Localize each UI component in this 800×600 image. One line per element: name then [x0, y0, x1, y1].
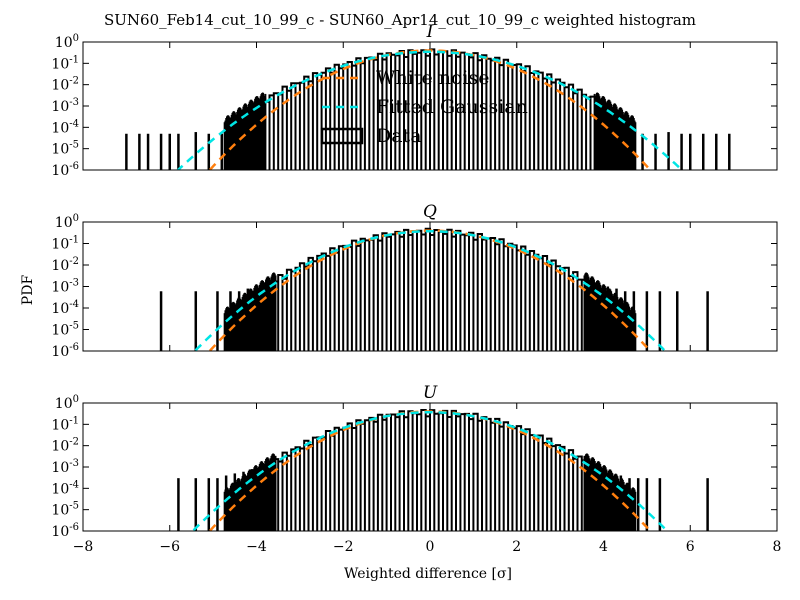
- panel-title: U: [423, 383, 438, 403]
- y-tick-label: 10-2: [51, 256, 79, 274]
- panel-title: I: [426, 22, 434, 42]
- y-tick-label: 10-1: [51, 235, 79, 253]
- panel-title: Q: [423, 202, 437, 222]
- data-spikes: [125, 132, 731, 170]
- data-spikes: [177, 467, 709, 531]
- y-tick-label: 10-6: [51, 342, 79, 360]
- y-tick-label: 100: [55, 394, 79, 412]
- y-tick-label: 10-2: [51, 76, 79, 94]
- y-tick-label: 10-6: [51, 161, 79, 179]
- panels-group: I 10-6 10-5 10-4 10-3 10-2 10-1 100 White noise F…: [51, 22, 781, 555]
- legend-label: Data: [376, 125, 422, 147]
- figure-title: SUN60_Feb14_cut_10_99_c - SUN60_Apr14_cu…: [104, 11, 696, 29]
- legend-swatch: [320, 127, 364, 145]
- fitted-gaussian-curve: [191, 410, 669, 531]
- white-noise-curve: [208, 49, 652, 170]
- legend-label: White noise: [376, 67, 490, 89]
- y-tick-label: 10-5: [51, 501, 79, 519]
- y-tick-label: 10-3: [51, 97, 79, 115]
- legend: White noise Fitted Gaussian Data: [320, 67, 528, 147]
- y-tick-label: 10-1: [51, 415, 79, 433]
- y-tick-label: 10-1: [51, 54, 79, 72]
- x-tick-label: 8: [773, 539, 782, 555]
- legend-label: Fitted Gaussian: [376, 96, 528, 118]
- y-tick-label: 10-4: [51, 118, 79, 136]
- x-tick-label: 6: [686, 539, 695, 555]
- plot-area: [177, 409, 709, 531]
- x-axis-label: Weighted difference [σ]: [344, 566, 512, 582]
- x-tick-label: −6: [159, 539, 180, 555]
- y-tick-label: 10-6: [51, 522, 79, 540]
- panel-i: I 10-6 10-5 10-4 10-3 10-2 10-1 100 White noise F…: [51, 22, 778, 179]
- x-tick-label: 0: [426, 539, 435, 555]
- data-histogram: [264, 409, 596, 531]
- y-tick-label: 10-4: [51, 299, 79, 317]
- x-tick-label: −4: [246, 539, 267, 555]
- y-tick-label: 10-4: [51, 479, 79, 497]
- y-tick-label: 10-3: [51, 458, 79, 476]
- data-histogram: [264, 227, 596, 351]
- panel-u: U 10-6 10-5 10-4 10-3 10-2 10-1 100 −8 −6 −4 −2 0 2 4 6…: [51, 383, 781, 555]
- y-axis-label: PDF: [20, 275, 36, 306]
- x-tick-label: 4: [599, 539, 608, 555]
- fitted-gaussian-curve: [176, 50, 684, 170]
- x-tick-label: −2: [333, 539, 354, 555]
- y-tick-label: 100: [55, 213, 79, 231]
- y-tick-label: 10-3: [51, 278, 79, 296]
- fitted-gaussian-curve: [193, 229, 667, 351]
- x-tick-label: 2: [512, 539, 521, 555]
- plot-area: [125, 48, 731, 170]
- y-tick-label: 10-5: [51, 140, 79, 158]
- y-tick-label: 10-2: [51, 437, 79, 455]
- y-tick-label: 100: [55, 33, 79, 51]
- y-tick-label: 10-5: [51, 321, 79, 339]
- panel-q: Q 10-6 10-5 10-4 10-3 10-2 10-1 100: [51, 202, 778, 360]
- data-spikes: [159, 282, 709, 351]
- plot-area: [159, 227, 709, 351]
- x-tick-label: −8: [73, 539, 94, 555]
